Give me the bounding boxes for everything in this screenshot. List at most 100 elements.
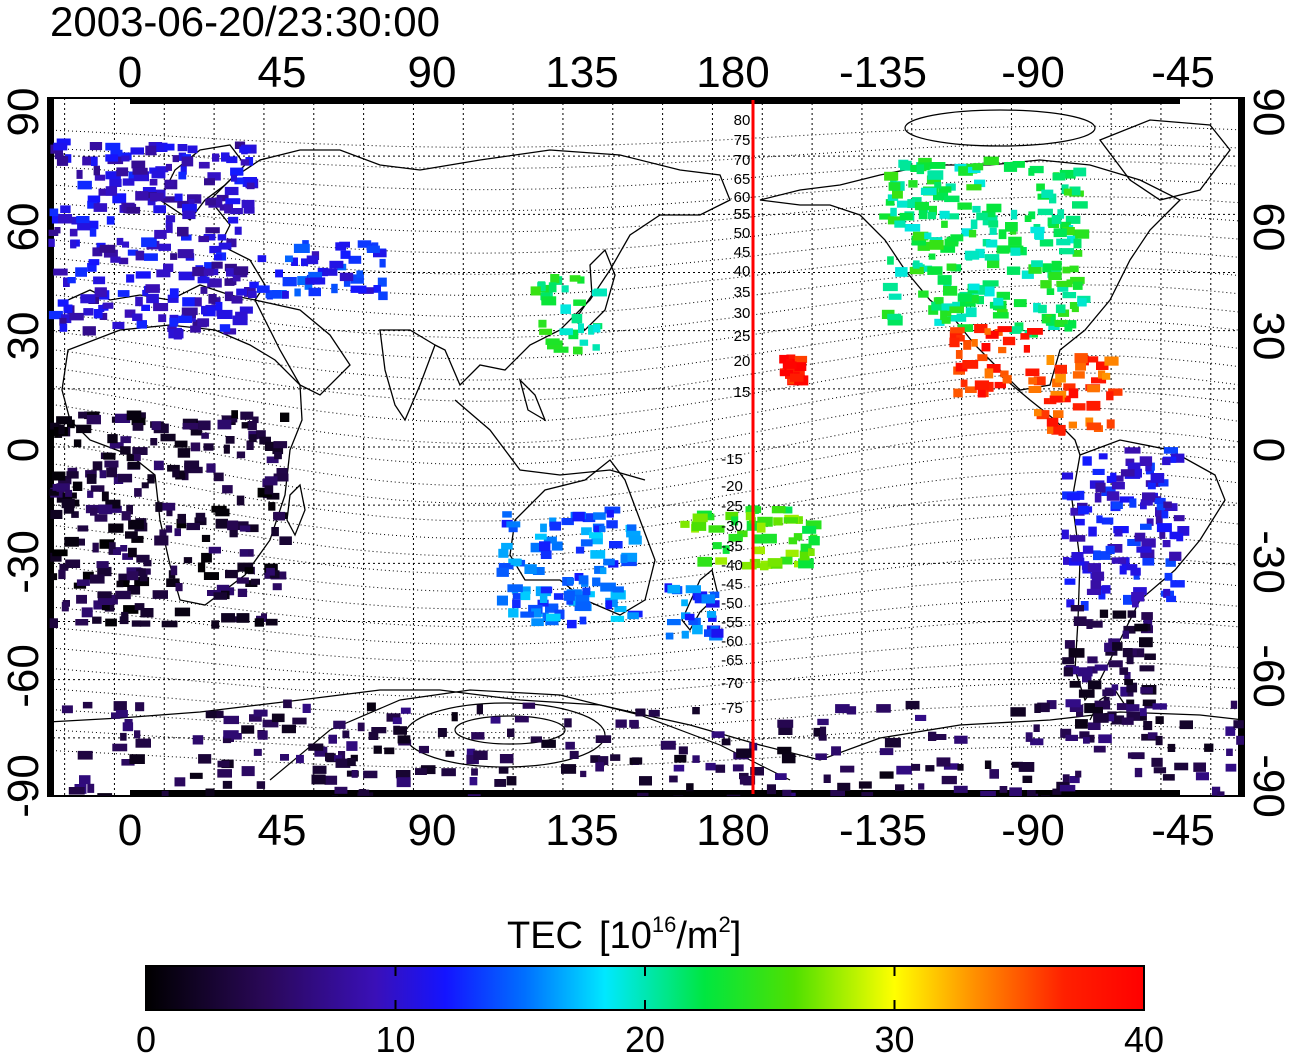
tec-region <box>1061 447 1190 611</box>
tec-pixel <box>328 734 337 744</box>
tec-pixel <box>183 557 193 564</box>
tec-pixel <box>731 516 739 526</box>
tec-pixel <box>73 439 82 448</box>
tec-pixel <box>915 714 927 721</box>
tec-pixel <box>941 303 957 311</box>
tec-pixel <box>296 754 304 764</box>
tec-pixel <box>940 245 956 253</box>
tec-pixel <box>187 145 198 154</box>
tec-pixel <box>986 381 994 392</box>
tec-pixel <box>128 519 144 530</box>
tec-pixel <box>934 318 945 326</box>
tec-pixel <box>78 411 87 419</box>
tec-pixel <box>1111 684 1119 691</box>
tec-pixel <box>884 171 899 181</box>
tec-pixel <box>909 266 924 275</box>
tec-pixel <box>732 764 744 772</box>
tec-pixel <box>167 294 179 303</box>
tec-pixel <box>522 702 536 709</box>
contour-label: 35 <box>734 284 751 301</box>
tec-pixel <box>1068 421 1077 429</box>
tec-pixel <box>1049 193 1057 204</box>
tec-pixel <box>887 216 900 225</box>
tec-pixel <box>234 177 244 185</box>
bottom-lon-label: 45 <box>258 806 307 855</box>
tec-pixel <box>773 517 783 526</box>
tec-pixel <box>224 263 237 272</box>
tec-pixel <box>984 328 991 335</box>
map-border-bars <box>48 98 1244 796</box>
tec-pixel <box>1126 704 1140 712</box>
tec-pixel <box>888 293 902 300</box>
tec-pixel <box>169 317 178 327</box>
tec-pixel <box>930 734 947 740</box>
tec-pixel <box>110 149 123 158</box>
tec-pixel <box>184 463 191 473</box>
tec-pixel <box>705 762 716 771</box>
tec-pixel <box>1025 368 1040 377</box>
tec-pixel <box>126 567 142 575</box>
tec-pixel <box>197 562 206 573</box>
tec-pixel <box>595 762 604 772</box>
tec-pixel <box>333 720 346 729</box>
tec-pixel <box>957 293 972 302</box>
tec-pixel <box>132 447 148 455</box>
tec-pixel <box>122 241 130 248</box>
tec-pixel <box>1063 188 1072 196</box>
tec-pixel <box>222 780 233 789</box>
tec-pixel <box>418 745 429 754</box>
contour-label: -45 <box>721 576 743 593</box>
tec-pixel <box>121 759 135 766</box>
tec-pixel <box>97 566 112 577</box>
tec-pixel <box>1163 588 1171 598</box>
tec-pixel <box>135 296 143 307</box>
tec-pixel <box>1111 557 1126 564</box>
tec-pixel <box>63 304 73 314</box>
tec-pixel <box>184 460 200 469</box>
tec-pixel <box>230 167 244 176</box>
tec-pixel <box>1028 264 1042 274</box>
tec-pixel <box>155 502 163 512</box>
tec-pixel <box>224 291 234 302</box>
tec-pixel <box>99 244 116 253</box>
tec-pixel <box>970 219 978 230</box>
tec-region <box>496 506 643 629</box>
tec-pixel <box>1046 288 1055 295</box>
tec-pixel <box>135 271 151 279</box>
tec-pixel <box>579 339 589 346</box>
tec-pixel <box>274 451 282 460</box>
tec-pixel <box>537 599 549 607</box>
tec-pixel <box>126 504 133 515</box>
tec-pixel <box>240 159 250 166</box>
tec-pixel <box>1010 707 1026 717</box>
tec-pixel <box>1023 345 1030 353</box>
bottom-lon-label: -135 <box>839 806 927 855</box>
tec-pixel <box>783 506 793 514</box>
tec-pixel <box>1130 648 1137 656</box>
tec-pixel <box>1046 355 1055 365</box>
australia-outline <box>509 459 656 616</box>
tec-pixel <box>350 274 364 284</box>
tec-pixel <box>520 591 531 601</box>
tec-pixel <box>117 473 133 483</box>
tec-pixel <box>823 774 831 783</box>
contour-label: 15 <box>734 384 751 401</box>
left-lat-label: 90 <box>0 88 48 137</box>
tec-pixel <box>927 170 944 180</box>
tec-pixel <box>1068 648 1085 658</box>
tec-region <box>1028 353 1123 436</box>
contour-label: 55 <box>734 206 751 223</box>
tec-pixel <box>621 558 637 567</box>
left-lat-label: -60 <box>0 644 48 708</box>
tec-pixel <box>896 200 911 208</box>
tec-pixel <box>64 536 79 547</box>
tec-pixel <box>57 299 69 307</box>
tec-pixel <box>944 195 960 203</box>
tec-pixel <box>324 775 338 785</box>
left-latitude-labels: 90 60 30 0 -30 -60 -90 <box>0 88 48 818</box>
tec-pixel <box>961 228 973 237</box>
tec-pixel <box>987 258 1000 269</box>
tec-pixel <box>1092 468 1105 475</box>
tec-pixel <box>591 534 603 545</box>
tec-pixel <box>226 156 238 164</box>
